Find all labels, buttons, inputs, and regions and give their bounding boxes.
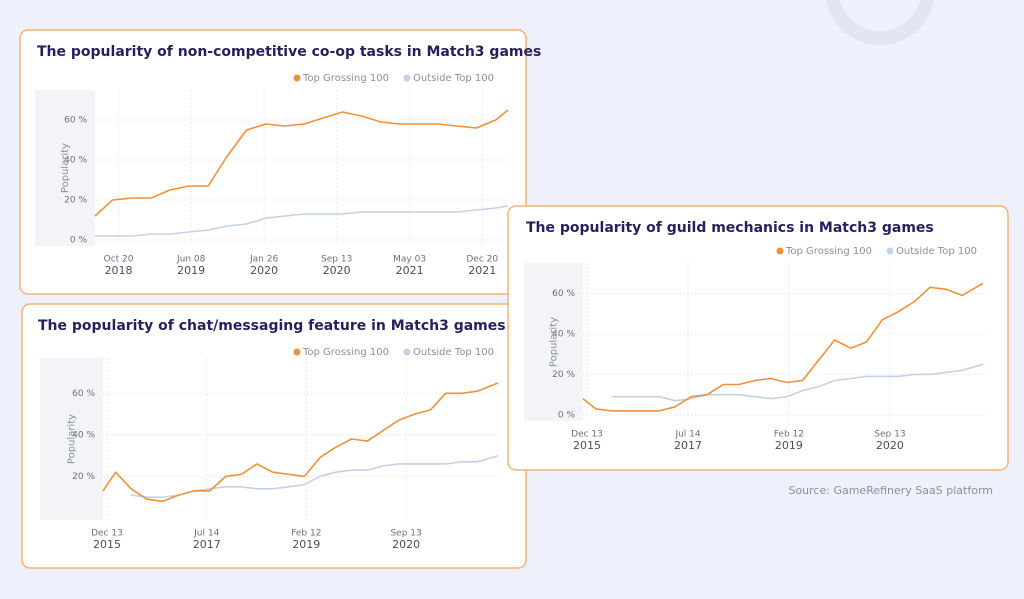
x-tick-label: Jul 14 — [193, 529, 219, 539]
series-line — [102, 382, 499, 503]
y-tick-label: 60 % — [552, 289, 575, 299]
chart-card: The popularity of chat/messaging feature… — [21, 303, 527, 569]
x-tick-label: Oct 20 — [104, 255, 134, 265]
x-tick-year: 2021 — [396, 264, 424, 277]
legend-label: Outside Top 100 — [413, 347, 494, 358]
x-tick-year: 2020 — [250, 264, 278, 277]
plot-area — [95, 90, 508, 246]
y-axis-label: Popularity — [67, 414, 78, 464]
x-tick-year: 2020 — [323, 264, 351, 277]
series-line — [611, 363, 984, 402]
x-tick-label: Dec 13 — [91, 529, 123, 539]
x-tick-year: 2018 — [105, 264, 133, 277]
x-tick-label: Sep 13 — [321, 255, 352, 265]
legend-label: Outside Top 100 — [413, 73, 494, 84]
chart-title: The popularity of chat/messaging feature… — [38, 318, 506, 334]
y-tick-label: 20 % — [552, 370, 575, 380]
x-tick-label: Sep 13 — [874, 430, 905, 440]
legend-marker — [293, 74, 301, 82]
chart-card: The popularity of non-competitive co-op … — [19, 29, 541, 295]
series-line — [582, 282, 984, 412]
y-tick-label: 60 % — [72, 389, 95, 399]
y-tick-label: 0 % — [70, 236, 88, 246]
decoration — [825, 0, 935, 45]
chart-title: The popularity of guild mechanics in Mat… — [526, 220, 934, 236]
plot-area — [583, 263, 985, 421]
chart-title: The popularity of non-competitive co-op … — [37, 44, 541, 60]
series-line — [94, 109, 509, 217]
y-tick-label: 0 % — [558, 410, 576, 420]
legend-label: Top Grossing 100 — [302, 73, 389, 84]
legend-marker — [403, 74, 411, 82]
y-tick-label: 20 % — [72, 472, 95, 482]
x-tick-year: 2019 — [775, 439, 803, 452]
y-axis-label: Popularity — [60, 143, 71, 193]
y-tick-label: 40 % — [552, 329, 575, 339]
x-tick-label: Dec 13 — [571, 430, 603, 440]
x-tick-label: Jul 14 — [674, 430, 700, 440]
x-tick-year: 2019 — [292, 538, 320, 551]
chart-card: The popularity of guild mechanics in Mat… — [507, 205, 1009, 471]
x-tick-year: 2017 — [674, 439, 702, 452]
x-tick-year: 2017 — [193, 538, 221, 551]
y-tick-label: 40 % — [72, 430, 95, 440]
legend-marker — [403, 348, 411, 356]
x-tick-label: Dec 20 — [466, 255, 498, 265]
x-tick-label: Jan 26 — [249, 255, 278, 265]
plot-area — [103, 358, 500, 520]
x-tick-year: 2015 — [93, 538, 121, 551]
source-note: Source: GameRefinery SaaS platform — [788, 484, 993, 497]
y-tick-label: 60 % — [64, 116, 87, 126]
x-tick-year: 2019 — [177, 264, 205, 277]
legend-label: Top Grossing 100 — [302, 347, 389, 358]
x-tick-label: Feb 12 — [291, 529, 321, 539]
x-tick-label: May 03 — [393, 255, 426, 265]
x-tick-year: 2015 — [573, 439, 601, 452]
y-tick-label: 20 % — [64, 196, 87, 206]
series-line — [95, 205, 509, 237]
legend-marker — [776, 247, 784, 255]
x-tick-year: 2020 — [876, 439, 904, 452]
x-tick-label: Jun 08 — [176, 255, 206, 265]
legend-label: Outside Top 100 — [896, 246, 977, 257]
x-tick-year: 2020 — [392, 538, 420, 551]
legend-marker — [886, 247, 894, 255]
legend-marker — [293, 348, 301, 356]
x-tick-label: Sep 13 — [390, 529, 421, 539]
legend-label: Top Grossing 100 — [785, 246, 872, 257]
y-axis-label: Popularity — [549, 317, 560, 367]
y-tick-label: 40 % — [64, 156, 87, 166]
x-tick-year: 2021 — [468, 264, 496, 277]
x-tick-label: Feb 12 — [774, 430, 804, 440]
